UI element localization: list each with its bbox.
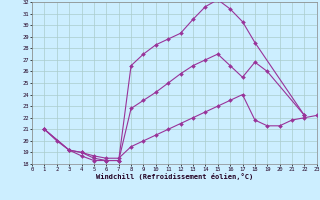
X-axis label: Windchill (Refroidissement éolien,°C): Windchill (Refroidissement éolien,°C) — [96, 173, 253, 180]
